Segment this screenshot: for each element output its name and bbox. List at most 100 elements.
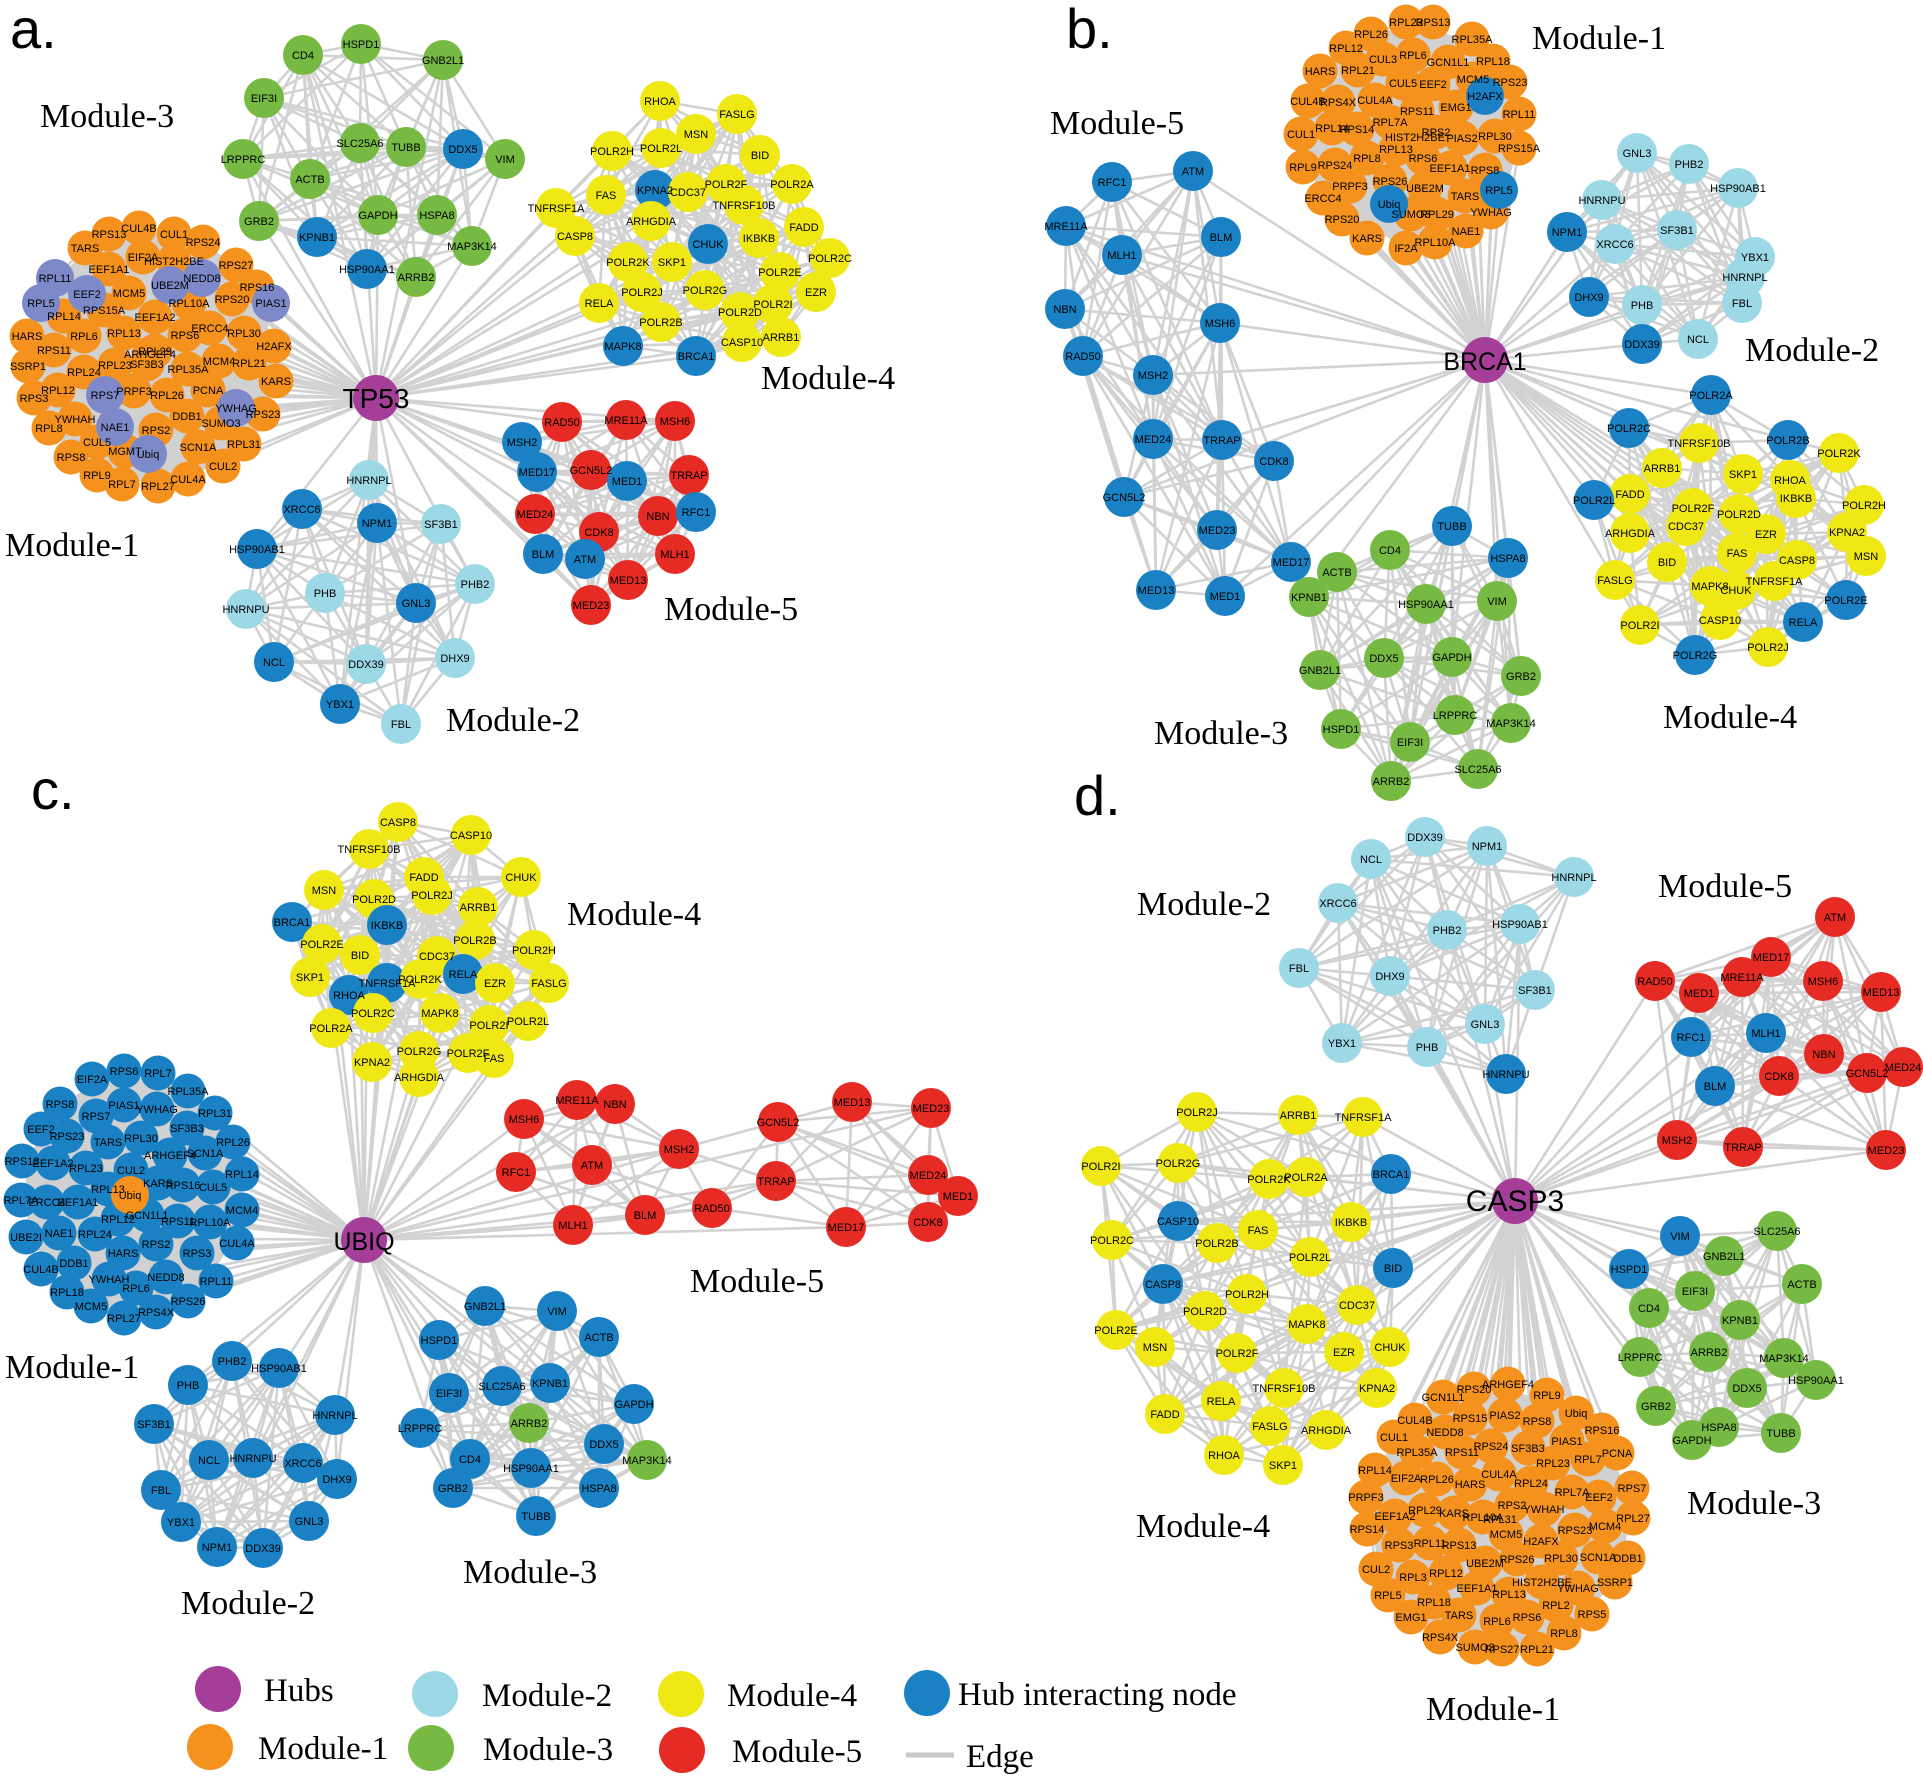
- svg-text:SF3B1: SF3B1: [1660, 225, 1694, 237]
- svg-text:RPL9: RPL9: [1533, 1390, 1561, 1402]
- svg-text:RAD50: RAD50: [544, 417, 579, 429]
- svg-text:TNFRSF1A: TNFRSF1A: [359, 978, 417, 990]
- svg-text:POLR2K: POLR2K: [606, 257, 650, 269]
- svg-text:KPNA2: KPNA2: [354, 1057, 390, 1069]
- svg-text:CUL5: CUL5: [199, 1182, 227, 1194]
- svg-text:HNRNPU: HNRNPU: [222, 604, 269, 616]
- svg-text:ERCC4: ERCC4: [28, 1197, 65, 1209]
- svg-text:CHUK: CHUK: [505, 872, 537, 884]
- svg-text:RPS11: RPS11: [161, 1216, 195, 1228]
- svg-text:MSH2: MSH2: [664, 1144, 695, 1156]
- svg-text:RPL13: RPL13: [1379, 144, 1413, 156]
- svg-text:RPL30: RPL30: [227, 328, 261, 340]
- svg-text:EEF1A1: EEF1A1: [1457, 1583, 1498, 1595]
- svg-text:RPS14: RPS14: [1350, 1524, 1385, 1536]
- svg-text:RPL11: RPL11: [200, 1276, 233, 1288]
- svg-text:CUL3: CUL3: [1369, 54, 1397, 66]
- svg-text:MAPK8: MAPK8: [604, 341, 641, 353]
- svg-text:FADD: FADD: [1150, 1409, 1179, 1421]
- svg-text:KARS: KARS: [143, 1178, 173, 1190]
- svg-text:UBIQ: UBIQ: [333, 1228, 394, 1256]
- svg-text:TUBB: TUBB: [521, 1511, 550, 1523]
- svg-text:FADD: FADD: [789, 222, 818, 234]
- svg-text:MRE11A: MRE11A: [604, 415, 648, 427]
- svg-text:ARRB1: ARRB1: [460, 902, 497, 914]
- svg-text:ERCC4: ERCC4: [1304, 193, 1341, 205]
- svg-text:RPS13: RPS13: [1442, 1540, 1477, 1552]
- svg-text:EIF2A: EIF2A: [128, 252, 159, 264]
- svg-text:RPS3: RPS3: [183, 1248, 212, 1260]
- svg-text:RPL10A: RPL10A: [190, 1217, 232, 1229]
- svg-text:FAS: FAS: [596, 190, 617, 202]
- svg-text:RFC1: RFC1: [1098, 177, 1127, 189]
- svg-text:RPL18: RPL18: [50, 1287, 84, 1299]
- svg-text:MSH6: MSH6: [1205, 318, 1236, 330]
- svg-text:CUL2: CUL2: [1362, 1564, 1390, 1576]
- svg-text:RELA: RELA: [1207, 1396, 1236, 1408]
- svg-text:GAPDH: GAPDH: [614, 1399, 653, 1411]
- svg-text:RPL23: RPL23: [98, 360, 132, 372]
- svg-text:RPS20: RPS20: [1457, 1384, 1492, 1396]
- svg-text:RPS2: RPS2: [142, 1239, 171, 1251]
- svg-text:ACTB: ACTB: [295, 174, 324, 186]
- svg-text:EEF2: EEF2: [1419, 79, 1447, 91]
- svg-text:FASLG: FASLG: [531, 978, 566, 990]
- svg-text:d.: d.: [1074, 764, 1121, 827]
- svg-text:MCM4: MCM4: [226, 1205, 258, 1217]
- svg-text:FADD: FADD: [409, 872, 438, 884]
- svg-text:FBL: FBL: [1732, 298, 1752, 310]
- svg-text:ACTB: ACTB: [1787, 1279, 1816, 1291]
- svg-text:POLR2E: POLR2E: [1824, 595, 1867, 607]
- svg-text:RPL14: RPL14: [47, 311, 81, 323]
- svg-text:HNRNPL: HNRNPL: [312, 1410, 357, 1422]
- svg-text:BID: BID: [1658, 557, 1676, 569]
- svg-text:CUL4A: CUL4A: [1357, 95, 1393, 107]
- svg-text:POLR2F: POLR2F: [705, 179, 748, 191]
- svg-text:CUL4A: CUL4A: [1481, 1469, 1517, 1481]
- svg-text:GNL3: GNL3: [1471, 1019, 1500, 1031]
- svg-text:POLR2A: POLR2A: [1284, 1172, 1328, 1184]
- svg-text:RPL35A: RPL35A: [168, 364, 210, 376]
- svg-text:RPS23: RPS23: [1493, 77, 1528, 89]
- svg-text:MED24: MED24: [1135, 434, 1172, 446]
- svg-text:RPL29: RPL29: [1408, 1505, 1442, 1517]
- svg-text:POLR2G: POLR2G: [1156, 1158, 1201, 1170]
- svg-text:RPL24: RPL24: [78, 1229, 112, 1241]
- svg-text:POLR2H: POLR2H: [590, 146, 634, 158]
- svg-text:HSPD1: HSPD1: [421, 1335, 458, 1347]
- svg-text:PHB: PHB: [1416, 1042, 1439, 1054]
- svg-text:MED13: MED13: [1138, 585, 1175, 597]
- svg-text:MSH2: MSH2: [507, 437, 538, 449]
- svg-text:FBL: FBL: [151, 1485, 171, 1497]
- svg-text:Module-3: Module-3: [1154, 715, 1288, 752]
- svg-text:CD4: CD4: [459, 1454, 481, 1466]
- svg-text:RPL24: RPL24: [1514, 1478, 1548, 1490]
- svg-text:POLR2L: POLR2L: [507, 1016, 549, 1028]
- svg-text:RPS24: RPS24: [186, 237, 221, 249]
- svg-text:MCM4: MCM4: [1589, 1521, 1621, 1533]
- svg-text:ATM: ATM: [581, 1160, 603, 1172]
- svg-text:TP53: TP53: [343, 383, 410, 414]
- svg-text:SF3B3: SF3B3: [170, 1123, 204, 1135]
- svg-text:RPS5: RPS5: [1578, 1609, 1607, 1621]
- svg-text:RPL5: RPL5: [27, 298, 55, 310]
- svg-text:DHX9: DHX9: [1574, 292, 1603, 304]
- svg-text:NCL: NCL: [1687, 334, 1709, 346]
- svg-text:RPS11: RPS11: [1400, 106, 1434, 118]
- svg-text:Module-2: Module-2: [446, 702, 580, 739]
- svg-text:MAP3K14: MAP3K14: [447, 241, 497, 253]
- svg-text:EIF2A: EIF2A: [77, 1074, 108, 1086]
- svg-text:PRPF3: PRPF3: [116, 386, 151, 398]
- svg-text:ATM: ATM: [1182, 166, 1204, 178]
- svg-text:TARS: TARS: [1451, 191, 1480, 203]
- svg-text:FAS: FAS: [484, 1053, 505, 1065]
- svg-text:POLR2H: POLR2H: [1842, 500, 1886, 512]
- svg-text:YWHAG: YWHAG: [136, 1104, 178, 1116]
- svg-text:RPL31: RPL31: [1483, 1514, 1517, 1526]
- svg-text:SF3B3: SF3B3: [130, 359, 164, 371]
- svg-text:SKP1: SKP1: [1729, 469, 1757, 481]
- svg-text:SCN1A: SCN1A: [187, 1148, 224, 1160]
- svg-text:MAP3K14: MAP3K14: [1759, 1353, 1809, 1365]
- svg-text:MAPK8: MAPK8: [1691, 581, 1728, 593]
- svg-text:DDX39: DDX39: [1407, 832, 1442, 844]
